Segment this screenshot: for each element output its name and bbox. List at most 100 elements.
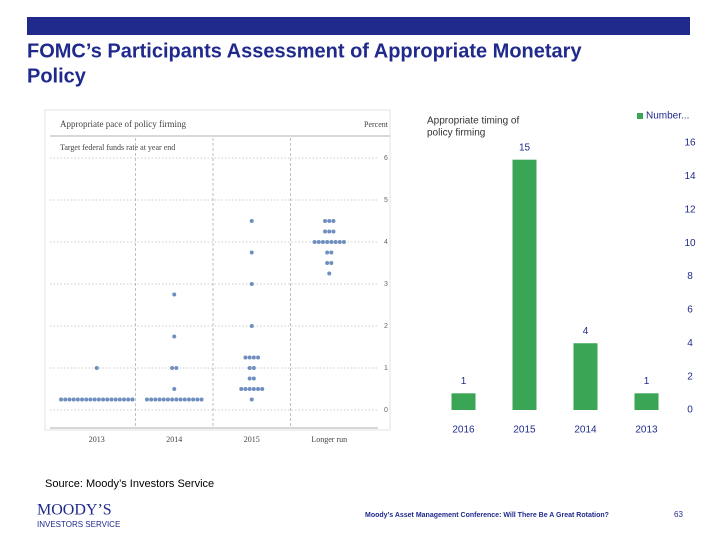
dot bbox=[320, 240, 325, 244]
slide-title: FOMC’s Participants Assessment of Approp… bbox=[27, 40, 582, 62]
dot bbox=[126, 397, 131, 402]
dot bbox=[251, 355, 256, 360]
y-tick-label: 2 bbox=[687, 371, 693, 382]
dot bbox=[105, 397, 110, 402]
dot bbox=[323, 219, 328, 223]
dot bbox=[130, 397, 135, 402]
dot bbox=[101, 397, 106, 402]
dot bbox=[122, 397, 127, 402]
dot bbox=[247, 366, 252, 370]
dot bbox=[251, 376, 256, 381]
bar bbox=[451, 393, 476, 410]
dot bbox=[331, 219, 336, 223]
dot bbox=[329, 240, 334, 244]
chart-title: Appropriate pace of policy firming bbox=[60, 119, 186, 129]
dot bbox=[92, 397, 97, 402]
dot bbox=[249, 324, 254, 328]
dot bbox=[239, 387, 244, 391]
dot bbox=[161, 397, 166, 402]
dot bbox=[94, 366, 99, 370]
x-tick-label: Longer run bbox=[311, 435, 347, 444]
dot bbox=[247, 355, 252, 360]
dot bbox=[249, 397, 254, 402]
x-tick-label: 2014 bbox=[574, 425, 597, 436]
dot bbox=[327, 271, 332, 276]
dot bbox=[75, 397, 80, 402]
logo: MOODY’S bbox=[37, 502, 112, 519]
dot bbox=[88, 397, 93, 402]
page-number: 63 bbox=[674, 510, 683, 519]
y-tick-label: 1 bbox=[384, 365, 388, 372]
dot bbox=[256, 387, 261, 391]
dot bbox=[96, 397, 101, 402]
dot bbox=[67, 397, 72, 402]
y-tick-label: 14 bbox=[684, 171, 696, 182]
dot bbox=[249, 250, 254, 255]
x-tick-label: 2015 bbox=[244, 435, 260, 444]
y-tick-label: 6 bbox=[687, 305, 693, 316]
dot bbox=[157, 397, 162, 402]
dot bbox=[84, 397, 89, 402]
dot bbox=[199, 397, 204, 402]
dot bbox=[331, 229, 336, 234]
dot bbox=[178, 397, 183, 402]
dot bbox=[117, 397, 122, 402]
bar bbox=[573, 343, 598, 410]
dot bbox=[191, 397, 196, 402]
dot bbox=[71, 397, 76, 402]
y-tick-label: 4 bbox=[384, 239, 388, 246]
dot bbox=[323, 229, 328, 234]
dot bbox=[341, 240, 346, 244]
x-tick-label: 2013 bbox=[89, 435, 105, 444]
dot bbox=[251, 366, 256, 370]
dot bbox=[182, 397, 187, 402]
dot bbox=[195, 397, 200, 402]
y-tick-label: 16 bbox=[684, 138, 696, 149]
chart-title: policy firming bbox=[427, 128, 485, 139]
bar bbox=[512, 159, 537, 410]
dot bbox=[247, 376, 252, 381]
dot bbox=[243, 355, 248, 360]
dot bbox=[165, 397, 170, 402]
dot bbox=[251, 387, 256, 391]
y-tick-label: 6 bbox=[384, 155, 388, 162]
dot bbox=[153, 397, 158, 402]
dot bbox=[109, 397, 114, 402]
value-label: 4 bbox=[583, 326, 589, 337]
y-tick-label: 0 bbox=[384, 407, 388, 414]
dot bbox=[312, 240, 317, 244]
dot bbox=[63, 397, 68, 402]
x-tick-label: 2013 bbox=[635, 425, 658, 436]
slide-title: Policy bbox=[27, 65, 87, 87]
dot bbox=[333, 240, 338, 244]
footer: Moody’s Asset Management Conference: Wil… bbox=[365, 512, 609, 519]
legend-label: Number... bbox=[646, 111, 689, 122]
dot bbox=[327, 229, 332, 234]
dot bbox=[170, 366, 175, 370]
x-tick-label: 2015 bbox=[513, 425, 536, 436]
bar bbox=[634, 393, 659, 410]
value-label: 1 bbox=[644, 376, 650, 387]
dot bbox=[325, 250, 330, 255]
y-axis-label: Percent bbox=[364, 120, 389, 129]
dot bbox=[174, 397, 179, 402]
dot bbox=[80, 397, 85, 402]
source: Source: Moody’s Investors Service bbox=[45, 478, 214, 490]
y-tick-label: 3 bbox=[384, 281, 388, 288]
dot bbox=[144, 397, 149, 402]
chart-subtitle: Target federal funds rate at year end bbox=[60, 143, 175, 152]
dot bbox=[249, 282, 254, 286]
y-tick-label: 10 bbox=[684, 238, 696, 249]
dot bbox=[249, 219, 254, 223]
y-tick-label: 2 bbox=[384, 323, 388, 330]
y-tick-label: 5 bbox=[384, 197, 388, 204]
value-label: 15 bbox=[519, 142, 531, 153]
dot bbox=[329, 250, 334, 255]
dot bbox=[337, 240, 342, 244]
y-tick-label: 12 bbox=[684, 204, 696, 215]
dot bbox=[247, 387, 252, 391]
dot bbox=[172, 387, 177, 391]
dot bbox=[170, 397, 175, 402]
y-tick-label: 4 bbox=[687, 338, 693, 349]
